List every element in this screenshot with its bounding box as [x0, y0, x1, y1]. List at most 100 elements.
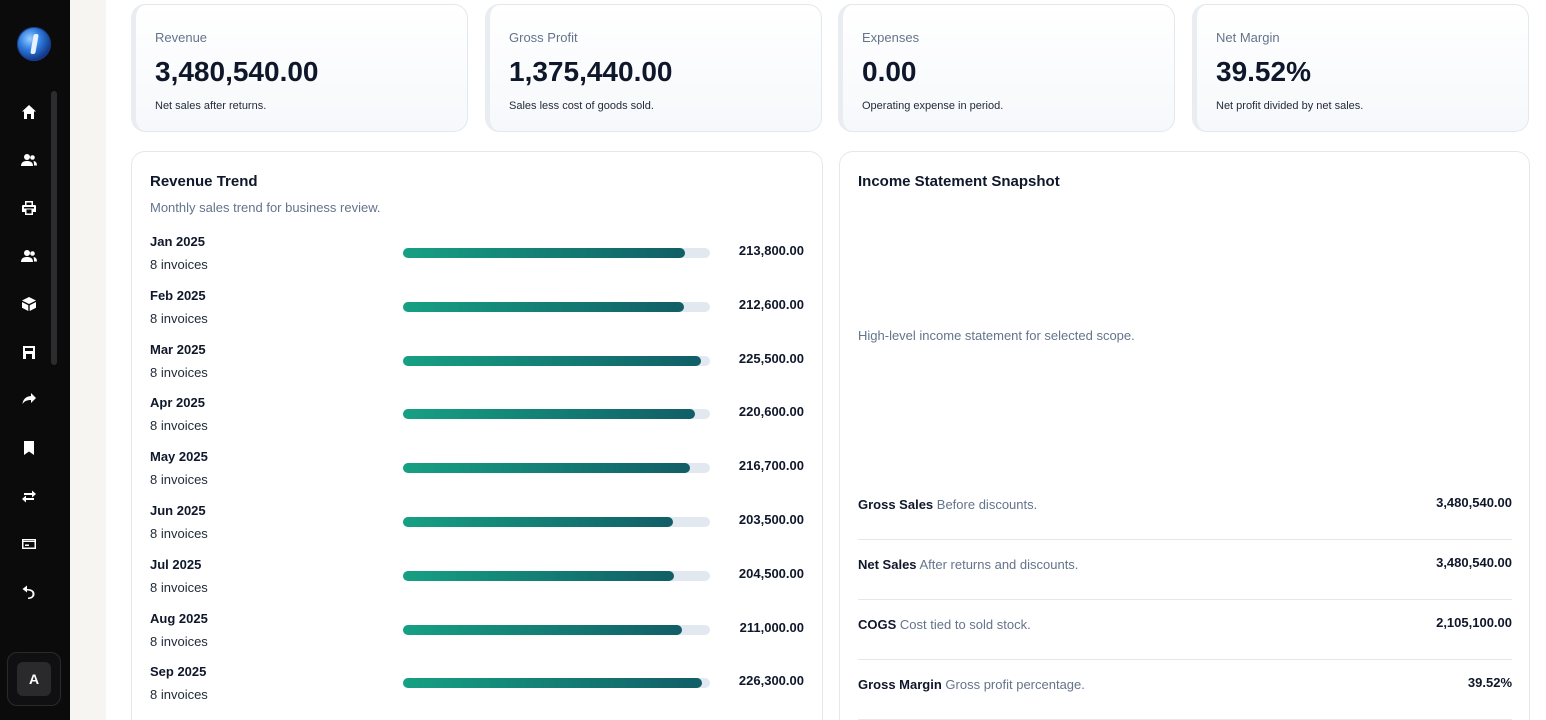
trend-row: Jul 2025 8 invoices 204,500.00 [150, 557, 804, 607]
income-line-label: Gross Sales Before discounts. [858, 497, 1037, 512]
trend-month: Jan 2025 [150, 234, 205, 249]
trend-bar-track [403, 570, 710, 581]
kpi-label: Gross Profit [509, 30, 578, 45]
kpi-note: Net profit divided by net sales. [1216, 100, 1364, 112]
kpi-note: Operating expense in period. [862, 100, 1004, 112]
trend-bar-track [403, 355, 710, 366]
trend-month: Jun 2025 [150, 503, 206, 518]
income-row: Gross Margin Gross profit percentage. 39.… [858, 660, 1512, 720]
sidebar-item-bookmarks[interactable] [14, 433, 44, 463]
trend-bar-fill [403, 678, 703, 689]
kpi-label: Expenses [862, 30, 920, 45]
sidebar-item-printer[interactable] [14, 193, 44, 223]
trend-row: Jan 2025 8 invoices 213,800.00 [150, 234, 804, 284]
trend-month: Feb 2025 [150, 287, 206, 303]
trend-amount: 213,800.00 [738, 243, 804, 258]
home-icon [22, 105, 36, 119]
trend-invoice-count: 8 invoices [150, 526, 208, 541]
sidebar-item-inventory[interactable] [14, 289, 44, 319]
trend-row: Sep 2025 8 invoices 226,300.00 [150, 664, 804, 714]
package-icon [22, 297, 36, 311]
printer-icon [22, 201, 36, 215]
sidebar-item-store[interactable] [14, 337, 44, 367]
income-line-note: After returns and discounts. [919, 557, 1079, 572]
trend-bar-fill [403, 463, 691, 474]
trend-month: May 2025 [150, 449, 208, 465]
sidebar-item-customers[interactable] [14, 241, 44, 271]
trend-bar-fill [403, 248, 686, 258]
trend-invoice-count: 8 invoices [150, 418, 208, 434]
users-icon [21, 154, 37, 166]
customers-icon [21, 250, 37, 262]
trend-amount: 216,700.00 [738, 458, 804, 474]
income-line-value: 2,105,100.00 [1436, 615, 1512, 630]
kpi-card-gross-profit: Gross Profit 1,375,440.00 Sales less cos… [485, 4, 822, 132]
main-content: Revenue 3,480,540.00 Net sales after ret… [106, 0, 1546, 720]
income-line-value: 39.52% [1467, 675, 1512, 690]
trend-month: Sep 2025 [150, 664, 207, 680]
bookmark-icon [24, 441, 34, 455]
panel-description: High-level income statement for selected… [858, 328, 1135, 343]
kpi-value: 1,375,440.00 [509, 56, 673, 87]
trend-invoice-count: 8 invoices [150, 687, 208, 703]
trend-bar-track [403, 517, 710, 527]
trend-bar-track [403, 301, 710, 312]
trend-invoice-count: 8 invoices [150, 579, 208, 595]
trend-amount: 226,300.00 [738, 673, 804, 689]
trend-bar-track [403, 678, 710, 689]
user-avatar-button[interactable]: A [7, 652, 61, 706]
trend-invoice-count: 8 invoices [150, 364, 208, 380]
trend-amount: 220,600.00 [738, 404, 804, 420]
income-line-value: 3,480,540.00 [1436, 555, 1512, 570]
trend-bar-fill [403, 409, 695, 420]
avatar-initial: A [17, 662, 51, 696]
kpi-value: 0.00 [862, 56, 917, 87]
trend-amount: 212,600.00 [738, 296, 804, 312]
trend-amount: 225,500.00 [738, 350, 804, 366]
trend-invoice-count: 8 invoices [150, 257, 208, 272]
trend-bar-track [403, 409, 710, 420]
sidebar-item-returns[interactable] [14, 577, 44, 607]
income-row: Gross Sales Before discounts. 3,480,540.0… [858, 480, 1512, 540]
sidebar-item-payments[interactable] [14, 529, 44, 559]
sidebar-item-transfers[interactable] [14, 481, 44, 511]
income-line-name: Gross Margin [858, 677, 942, 692]
income-line-label: COGS Cost tied to sold stock. [858, 617, 1031, 632]
trend-invoice-count: 8 invoices [150, 310, 208, 326]
kpi-card-net-margin: Net Margin 39.52% Net profit divided by … [1192, 4, 1529, 132]
trend-bar-fill [403, 517, 674, 527]
sidebar-item-home[interactable] [14, 97, 44, 127]
kpi-value: 39.52% [1216, 56, 1311, 87]
trend-row: Feb 2025 8 invoices 212,600.00 [150, 288, 804, 338]
revenue-trend-panel: Revenue Trend Monthly sales trend for bu… [131, 151, 823, 720]
income-line-label: Gross Margin Gross profit percentage. [858, 677, 1085, 692]
trend-month: Mar 2025 [150, 341, 206, 357]
trend-row: May 2025 8 invoices 216,700.00 [150, 449, 804, 499]
undo-icon [22, 585, 35, 599]
kpi-label: Revenue [155, 30, 208, 45]
sidebar-item-share[interactable] [14, 384, 44, 414]
trend-bar-track [403, 463, 710, 474]
kpi-note: Sales less cost of goods sold. [509, 100, 654, 112]
trend-month: Jul 2025 [150, 556, 202, 572]
income-line-value: 3,480,540.00 [1436, 495, 1512, 510]
trend-bar-fill [403, 301, 684, 312]
trend-bar-fill [403, 570, 674, 581]
trend-bar-fill [403, 355, 701, 366]
income-line-label: Net Sales After returns and discounts. [858, 557, 1078, 572]
income-line-name: Gross Sales [858, 497, 934, 512]
share-arrow-icon [22, 393, 36, 404]
app-logo[interactable] [17, 27, 51, 61]
sidebar-scrollbar[interactable] [51, 91, 57, 365]
income-line-name: COGS [858, 617, 897, 632]
income-row: COGS Cost tied to sold stock. 2,105,100.0… [858, 600, 1512, 660]
income-line-note: Gross profit percentage. [945, 677, 1085, 692]
income-line-note: Before discounts. [936, 497, 1038, 512]
store-icon [23, 346, 35, 359]
panel-title: Income Statement Snapshot [858, 173, 1060, 190]
income-row: Net Sales After returns and discounts. 3,… [858, 540, 1512, 600]
trend-row: Jun 2025 8 invoices 203,500.00 [150, 503, 804, 553]
income-statement-panel: Income Statement Snapshot High-level inc… [839, 151, 1530, 720]
sidebar-item-users[interactable] [14, 145, 44, 175]
transfer-icon [22, 490, 36, 503]
